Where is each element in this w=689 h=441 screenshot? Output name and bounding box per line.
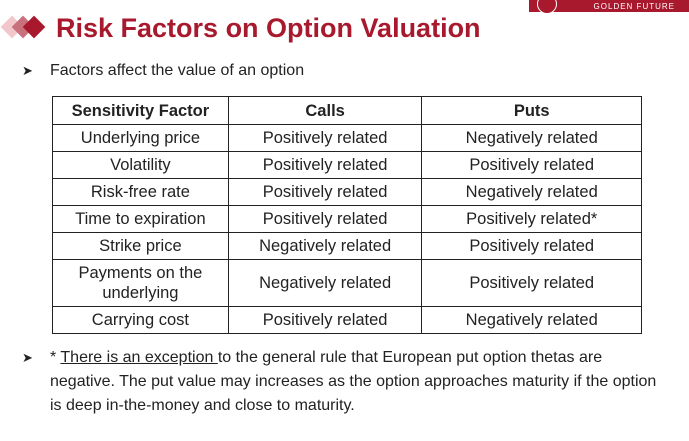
puts-cell: Negatively related xyxy=(421,178,642,206)
diamond-bullets-icon xyxy=(0,8,52,48)
header-calls: Calls xyxy=(227,96,423,125)
table-row: Time to expiration Positively related Po… xyxy=(52,205,642,233)
calls-cell: Positively related xyxy=(227,151,423,179)
footnote: ➤ * There is an exception to the general… xyxy=(22,346,662,418)
factor-cell: Carrying cost xyxy=(52,306,229,334)
table-row: Carrying cost Positively related Negativ… xyxy=(52,306,642,334)
footnote-marker: * xyxy=(50,349,61,366)
arrow-bullet-icon: ➤ xyxy=(22,63,33,78)
arrow-bullet-icon: ➤ xyxy=(22,350,33,365)
puts-cell: Positively related xyxy=(421,151,642,179)
factor-cell: Underlying price xyxy=(52,124,229,152)
bullet-text: Factors affect the value of an option xyxy=(50,62,305,79)
footnote-text: * There is an exception to the general r… xyxy=(50,346,662,418)
header-sensitivity-factor: Sensitivity Factor xyxy=(52,96,229,125)
header-puts: Puts xyxy=(421,96,642,125)
sensitivity-table: Sensitivity Factor Calls Puts Underlying… xyxy=(52,96,642,334)
puts-cell: Negatively related xyxy=(421,124,642,152)
calls-cell: Negatively related xyxy=(227,259,423,307)
page-title: Risk Factors on Option Valuation xyxy=(56,12,481,43)
puts-cell: Positively related xyxy=(421,259,642,307)
footnote-body: to the general rule that European put op… xyxy=(50,349,657,414)
factor-cell: Risk-free rate xyxy=(52,178,229,206)
puts-cell: Positively related* xyxy=(421,205,642,233)
calls-cell: Positively related xyxy=(227,178,423,206)
factor-cell: Payments on the underlying xyxy=(52,259,229,307)
brand-name: GOLDEN FUTURE xyxy=(593,1,675,11)
puts-cell: Positively related xyxy=(421,232,642,260)
table-row: Payments on the underlying Negatively re… xyxy=(52,259,642,307)
factor-cell: Strike price xyxy=(52,232,229,260)
table-row: Strike price Negatively related Positive… xyxy=(52,232,642,260)
calls-cell: Negatively related xyxy=(227,232,423,260)
brand-seal-icon xyxy=(537,0,557,14)
brand-badge: GOLDEN FUTURE xyxy=(529,0,689,14)
table-row: Risk-free rate Positively related Negati… xyxy=(52,178,642,206)
title-row: Risk Factors on Option Valuation xyxy=(0,8,481,48)
table-row: Underlying price Positively related Nega… xyxy=(52,124,642,152)
bullet-item: ➤ Factors affect the value of an option xyxy=(22,62,304,80)
factor-cell: Volatility xyxy=(52,151,229,179)
calls-cell: Positively related xyxy=(227,306,423,334)
calls-cell: Positively related xyxy=(227,124,423,152)
sensitivity-table-wrapper: Sensitivity Factor Calls Puts Underlying… xyxy=(52,96,642,334)
factor-cell: Time to expiration xyxy=(52,205,229,233)
table-header-row: Sensitivity Factor Calls Puts xyxy=(52,96,642,125)
exception-link[interactable]: There is an exception xyxy=(60,349,218,366)
table-row: Volatility Positively related Positively… xyxy=(52,151,642,179)
calls-cell: Positively related xyxy=(227,205,423,233)
puts-cell: Negatively related xyxy=(421,306,642,334)
